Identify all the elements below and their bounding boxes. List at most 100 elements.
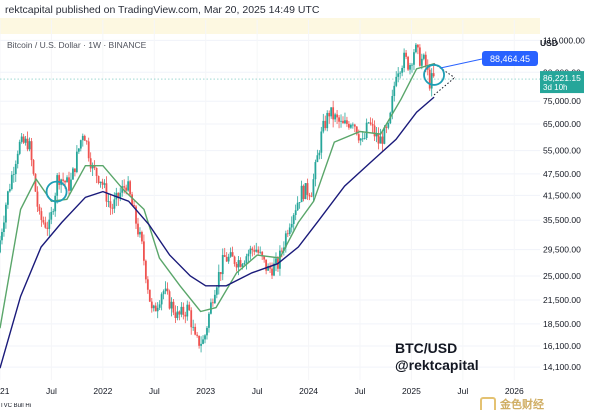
symbol-title: Bitcoin / U.S. Dollar · 1W · BINANCE [7,40,147,50]
candle-down [235,263,238,268]
candle-down [324,120,327,129]
candle-down [150,301,153,309]
price-tick-label: 47,500.00 [543,169,581,179]
chart-area[interactable]: 88,464.45 14,100.00 16,100.00 18,500.00 21,… [0,18,600,410]
price-chart[interactable]: 88,464.45 14,100.00 16,100.00 18,500.00 21,… [0,18,600,410]
candle-up [237,260,240,268]
candle-down [342,120,344,124]
candle-down [87,141,90,159]
candle-up [48,219,51,229]
candle-down [225,256,228,262]
candle-down [310,196,313,198]
candle-down [302,185,305,200]
ema-layer [0,63,435,369]
candle-down [182,306,185,315]
candle-down [233,256,236,264]
candle-up [245,256,248,263]
logo-text: 金色财经 [500,399,544,410]
candle-down [432,73,435,77]
candle-up [387,123,390,128]
candle-down [263,256,266,260]
candle-down [117,192,120,198]
candle-down [129,181,132,195]
candle-down [109,201,112,208]
price-tick-label: 41,500.00 [543,190,581,200]
candle-up [367,122,370,124]
candle-up [54,195,57,212]
candle-up [24,138,27,143]
candle-up [186,304,189,317]
candle-up [294,210,297,216]
time-tick-label: 2025 [402,386,421,396]
ema-short-line [0,63,435,329]
highlight-circle [45,180,68,203]
candle-up [156,307,159,312]
candle-down [239,260,242,267]
candle-down [355,126,358,135]
candle-up [202,339,204,344]
candle-down [141,231,143,242]
candle-down [38,206,41,212]
time-tick-label: Jul [252,386,263,396]
candle-up [401,67,404,73]
time-tick-label: 2021 [0,386,10,396]
candle-up [14,163,17,175]
callout-label: 88,464.45 [490,54,530,64]
candle-up [411,64,413,66]
candle-up [28,141,31,150]
candle-down [348,123,350,128]
candle-up [52,211,55,213]
candle-down [407,56,409,70]
candle-down [68,177,70,191]
candle-up [296,202,299,211]
price-tick-label: 25,000.00 [543,271,581,281]
footer-text: TVC Bull Hi [0,403,32,409]
candle-up [72,168,74,180]
candle-down [405,52,407,57]
candle-down [357,134,360,141]
candle-up [79,140,82,149]
candle-up [420,58,423,66]
candle-down [371,123,374,126]
candle-down [89,158,92,169]
publish-info: rektcapital published on TradingView.com… [5,4,320,16]
candle-down [328,112,331,117]
price-tick-label: 21,500.00 [543,295,581,305]
candle-up [314,162,317,180]
candle-up [8,189,11,192]
candle-up [192,326,195,328]
candle-up [164,288,167,292]
candle-up [399,72,402,74]
candle-down [26,138,29,150]
watermark-handle: @rektcapital [395,357,479,373]
price-tick-label: 18,500.00 [543,319,581,329]
candle-down [135,206,137,224]
candle-up [415,44,417,53]
candle-down [154,305,157,312]
time-tick-label: 2022 [93,386,112,396]
candle-down [97,176,100,183]
candle-down [346,120,348,124]
candle-up [77,148,80,152]
candle-up [316,155,319,163]
candle-down [22,136,25,143]
candle-up [349,124,352,128]
candle-up [363,138,366,139]
ema-long-line [0,96,435,369]
candle-up [430,73,433,89]
candle-down [251,248,254,251]
price-tick-label: 65,000.00 [543,119,581,129]
candle-up [391,96,394,113]
candle-up [70,179,72,191]
candle-layer [0,43,435,353]
candle-up [1,232,3,241]
candle-up [275,258,277,264]
candle-down [261,251,264,257]
currency-label[interactable]: USD [540,38,558,48]
price-tick-label: 110,000.00 [543,35,585,45]
time-tick-label: 2024 [299,386,318,396]
time-tick-label: Jul [46,386,57,396]
candle-up [162,291,165,295]
candle-down [338,117,340,122]
callout-box [482,50,538,66]
